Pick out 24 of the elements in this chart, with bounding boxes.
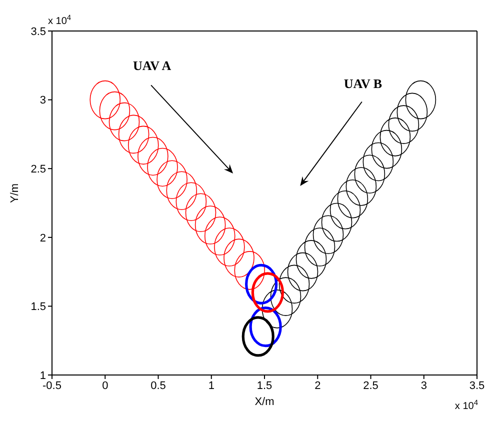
x-tick-label: 2.5 [363,380,378,392]
annotation: UAV B [344,76,382,91]
text: x 10$^{4}$ [48,12,72,27]
x-axis-title: X/m [254,396,274,408]
point [251,272,284,313]
y-tick-label: 3.5 [30,26,46,38]
y-tick-label: 2.5 [30,164,46,176]
x-tick-label: 3 [420,380,427,392]
text: x 10$^{4}$ [454,398,478,412]
x-tick-label: 1.5 [256,380,272,392]
y-tick-label: 1 [40,370,46,382]
x-tick-label: 0.5 [150,380,166,392]
x-tick-label: 2 [314,380,321,392]
y-axis-title: Y/m [8,183,21,203]
point [245,264,278,304]
x-tick-label: -0.5 [42,380,62,392]
x-tick-label: 0 [102,380,108,392]
y-tick-label: 1.5 [30,301,46,314]
y-tick-label: 3 [40,94,46,107]
point [242,316,274,357]
x-tick-label: 3.5 [469,380,485,392]
annotation: UAV A [133,58,172,74]
x-tick-label: 1 [208,380,214,392]
y-tick-label: 2 [40,232,46,244]
